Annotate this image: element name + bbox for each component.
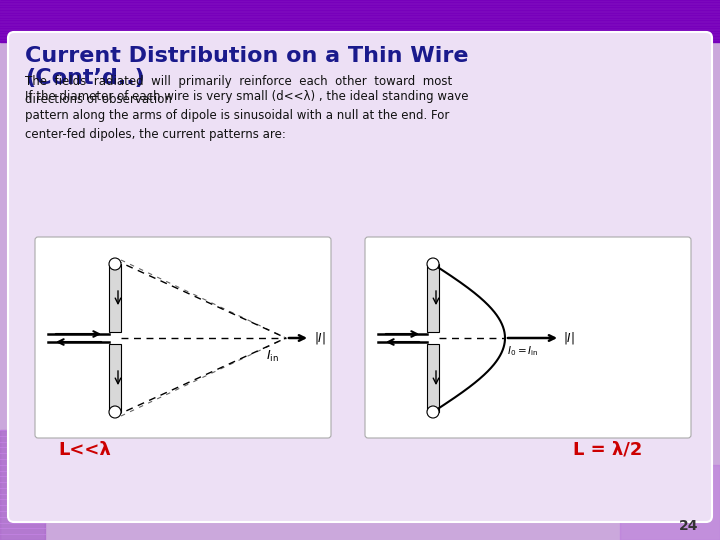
Text: If the diameter of each wire is very small (d<<λ) , the ideal standing wave
patt: If the diameter of each wire is very sma… xyxy=(25,90,469,141)
Text: $I_0 = I_{\mathrm{in}}$: $I_0 = I_{\mathrm{in}}$ xyxy=(507,344,539,358)
Circle shape xyxy=(109,406,121,418)
Bar xyxy=(109,344,121,412)
Circle shape xyxy=(427,406,439,418)
Text: $|I|$: $|I|$ xyxy=(314,330,326,347)
FancyBboxPatch shape xyxy=(35,237,331,438)
Circle shape xyxy=(427,258,439,270)
FancyBboxPatch shape xyxy=(365,237,691,438)
Text: (Cont’d..): (Cont’d..) xyxy=(25,68,145,88)
Text: The  fields  radiated  will  primarily  reinforce  each  other  toward  most
dir: The fields radiated will primarily reinf… xyxy=(25,75,452,106)
Circle shape xyxy=(109,258,121,270)
Bar xyxy=(427,264,439,332)
Bar xyxy=(0,0,720,42)
Bar xyxy=(620,465,720,540)
Bar xyxy=(0,430,45,540)
Text: L<<λ: L<<λ xyxy=(58,441,111,459)
Text: $I_{\mathrm{in}}$: $I_{\mathrm{in}}$ xyxy=(266,349,279,364)
Bar xyxy=(109,264,121,332)
Text: 24: 24 xyxy=(678,519,698,533)
FancyBboxPatch shape xyxy=(8,32,712,522)
Bar xyxy=(427,344,439,412)
Text: Current Distribution on a Thin Wire: Current Distribution on a Thin Wire xyxy=(25,46,469,66)
Text: L = λ/2: L = λ/2 xyxy=(573,441,642,459)
Text: $|I|$: $|I|$ xyxy=(563,330,575,347)
